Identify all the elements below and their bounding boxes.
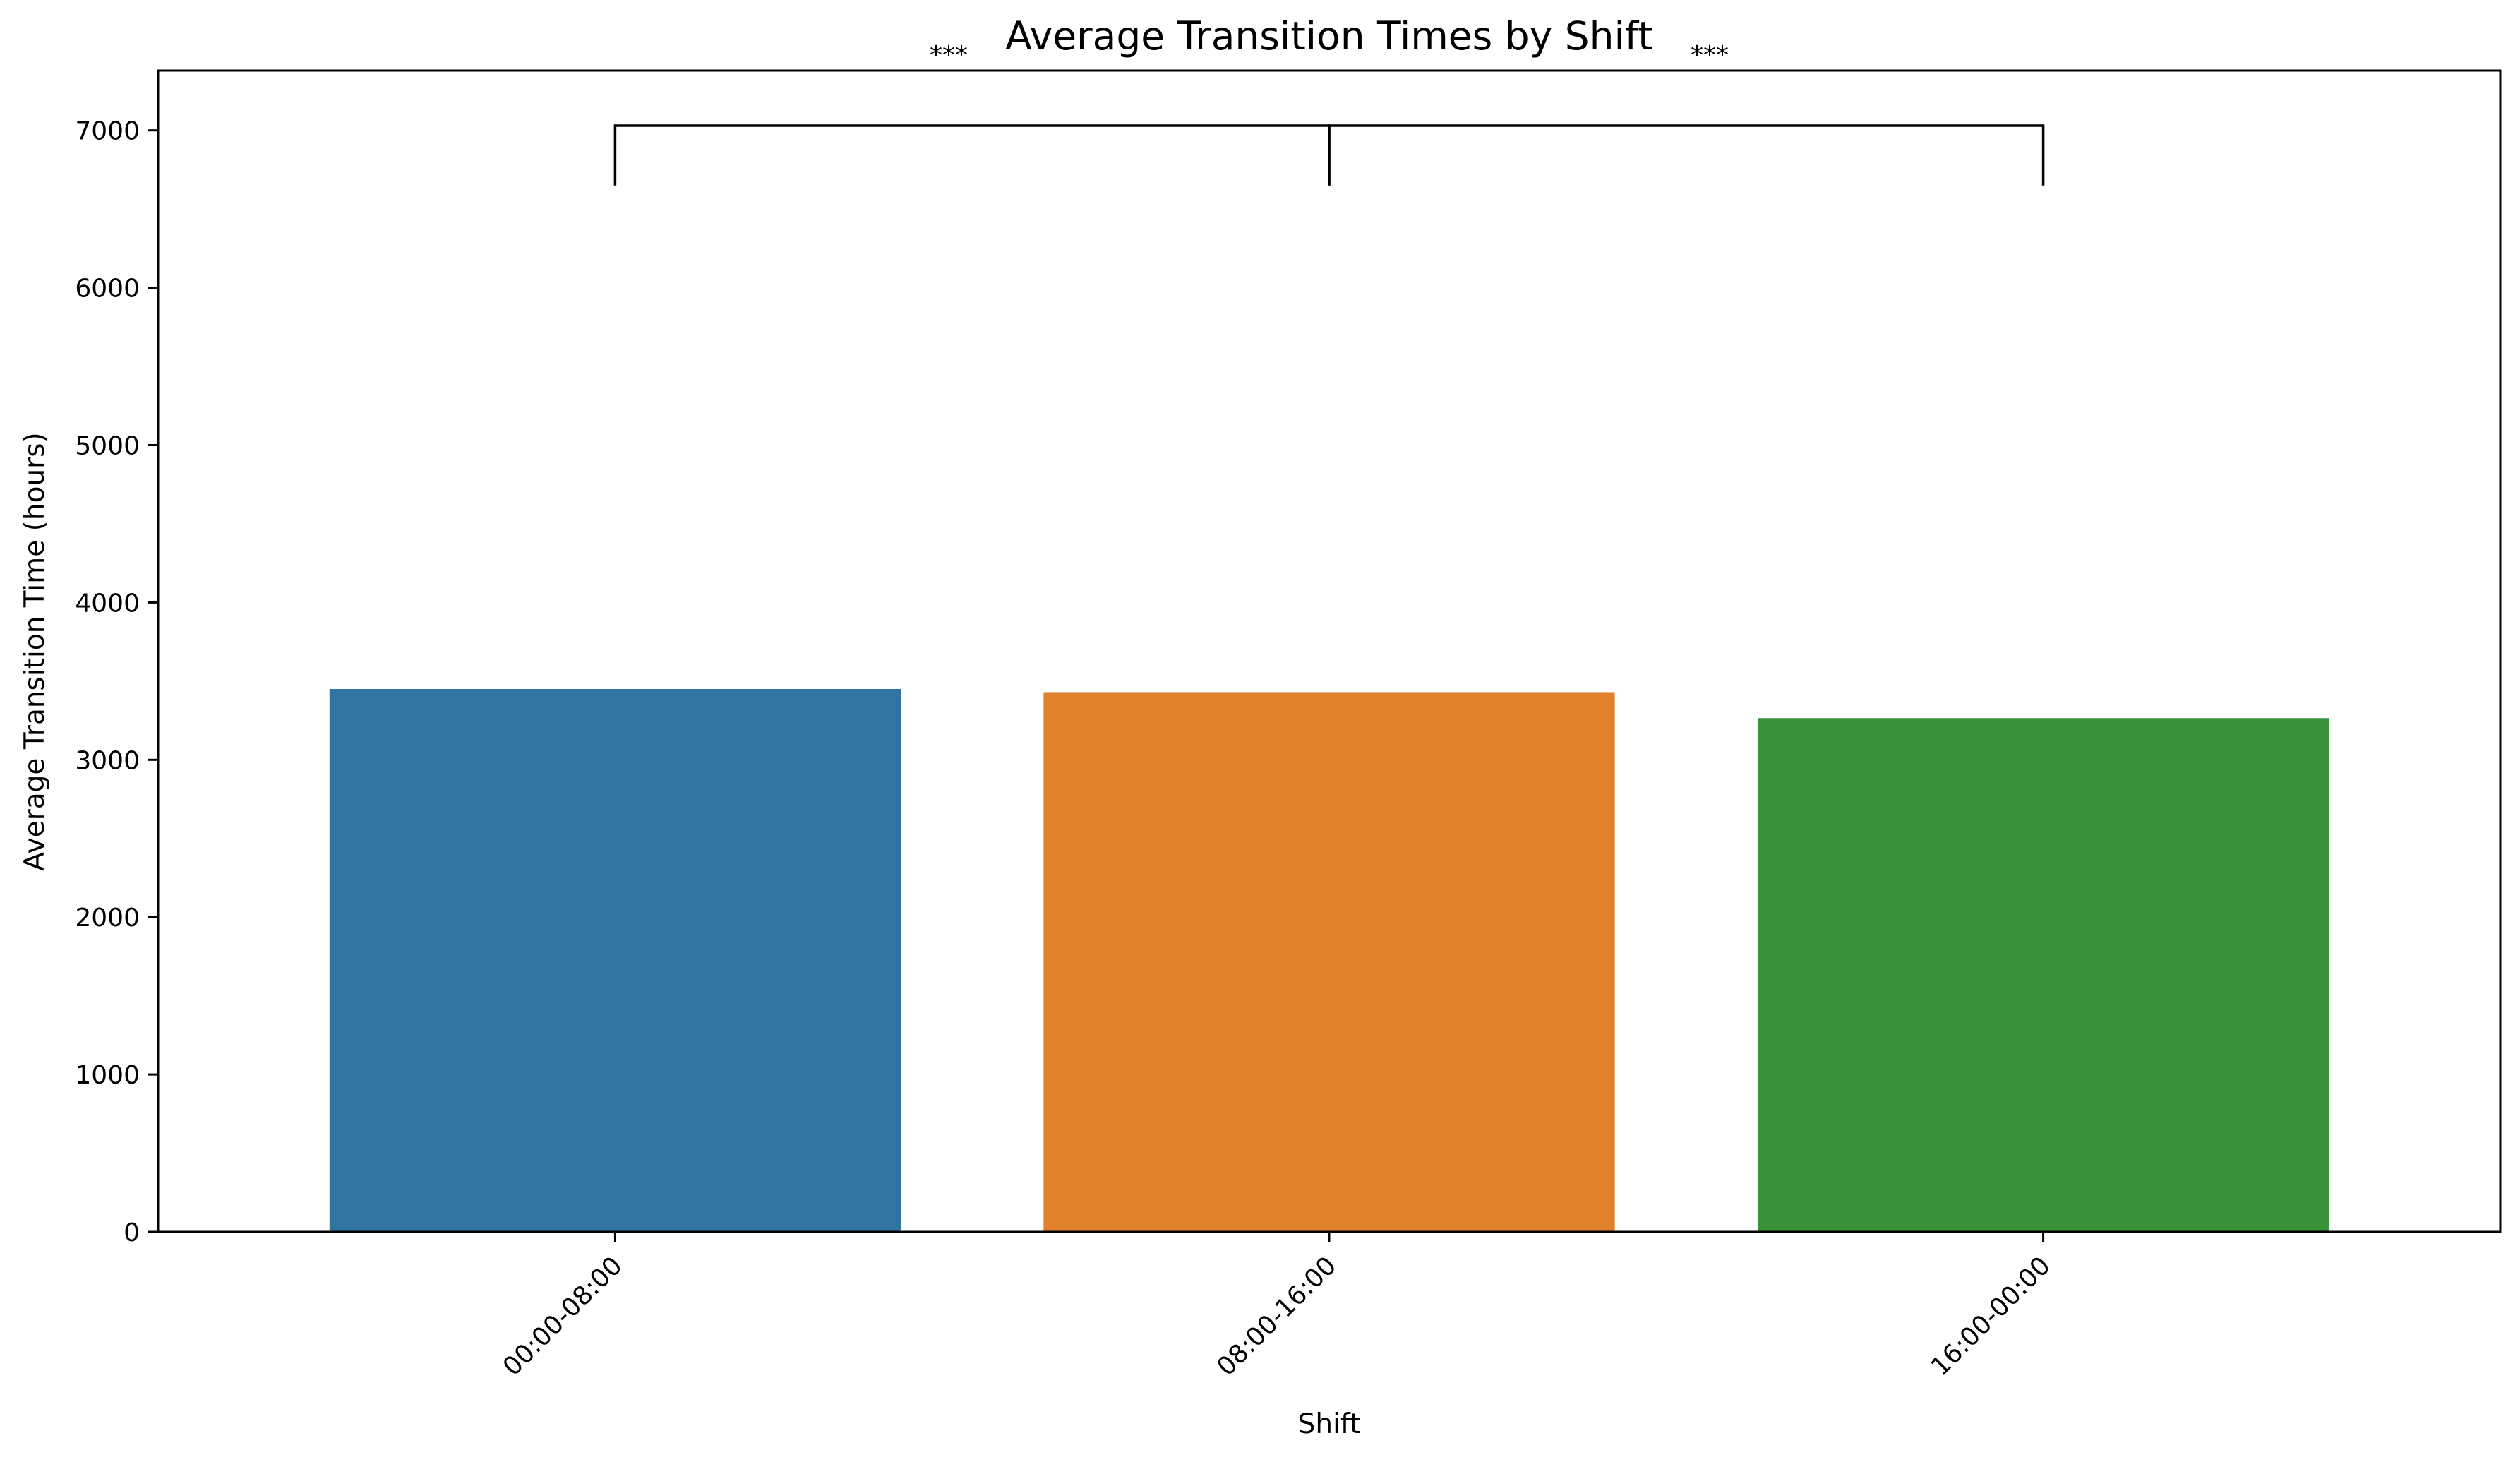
- bar-08:00-16:00: [1043, 692, 1615, 1232]
- y-tick-label: 0: [124, 1218, 140, 1247]
- y-axis-ticks: 0 1000 2000 3000 4000 5000 6000 7000: [75, 117, 158, 1247]
- chart-title: Average Transition Times by Shift: [1005, 13, 1653, 59]
- y-axis-label: Average Transition Time (hours): [19, 432, 51, 870]
- significance-brackets: *** ***: [613, 41, 2045, 186]
- plot-area-frame: [157, 69, 2502, 1233]
- y-tick-label: 7000: [75, 117, 140, 146]
- bar-00:00-08:00: [329, 688, 901, 1232]
- y-tick-label: 3000: [75, 746, 140, 775]
- y-tick-label: 2000: [75, 904, 140, 933]
- y-tick-label: 6000: [75, 275, 140, 304]
- significance-label: ***: [930, 41, 968, 70]
- significance-label: ***: [1691, 41, 1729, 70]
- y-tick-label: 4000: [75, 589, 140, 618]
- bars-layer: [329, 688, 2329, 1232]
- y-tick-label: 1000: [75, 1061, 140, 1090]
- x-axis-label: Shift: [1298, 1408, 1361, 1440]
- y-tick-label: 5000: [75, 432, 140, 461]
- bar-16:00-00:00: [1757, 718, 2329, 1232]
- significance-bracket: [1328, 124, 2045, 186]
